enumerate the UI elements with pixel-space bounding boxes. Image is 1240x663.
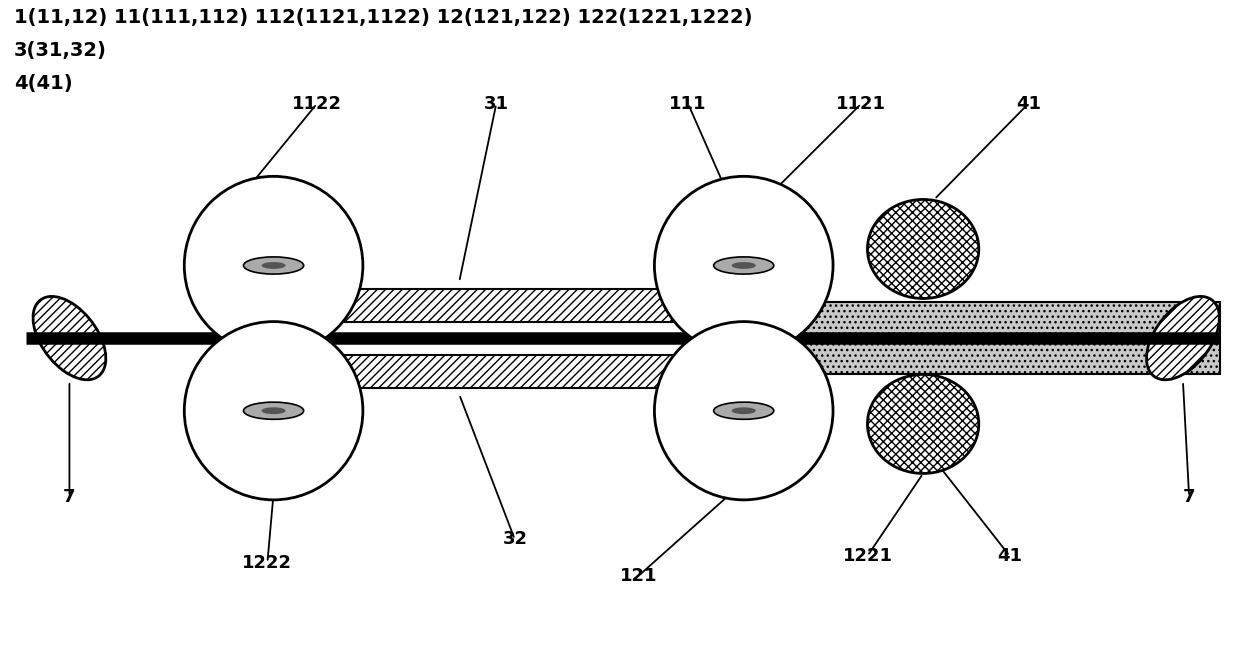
Bar xyxy=(274,355,744,388)
Text: 32: 32 xyxy=(502,530,527,548)
Text: 7: 7 xyxy=(1183,487,1195,506)
Text: 4(41): 4(41) xyxy=(14,74,72,93)
Ellipse shape xyxy=(732,407,755,414)
Text: 1221: 1221 xyxy=(842,547,893,565)
Text: 41: 41 xyxy=(997,547,1022,565)
Text: 31: 31 xyxy=(484,95,508,113)
Text: 41: 41 xyxy=(1016,95,1040,113)
Ellipse shape xyxy=(243,257,304,274)
Ellipse shape xyxy=(1147,296,1219,380)
Text: 3(31,32): 3(31,32) xyxy=(14,41,107,60)
Ellipse shape xyxy=(868,375,978,473)
Ellipse shape xyxy=(262,407,285,414)
Ellipse shape xyxy=(185,322,363,500)
Text: 121: 121 xyxy=(620,567,657,585)
Ellipse shape xyxy=(868,200,978,298)
Ellipse shape xyxy=(262,262,285,269)
Ellipse shape xyxy=(732,262,755,269)
Text: 7: 7 xyxy=(63,487,76,506)
Text: 1(11,12) 11(111,112) 112(1121,1122) 12(121,122) 122(1221,1222): 1(11,12) 11(111,112) 112(1121,1122) 12(1… xyxy=(14,8,753,27)
Text: 1222: 1222 xyxy=(242,554,293,572)
Ellipse shape xyxy=(655,322,833,500)
Bar xyxy=(274,288,744,322)
Text: 111: 111 xyxy=(670,95,707,113)
Ellipse shape xyxy=(33,296,105,380)
Ellipse shape xyxy=(714,257,774,274)
Text: 1121: 1121 xyxy=(836,95,887,113)
Ellipse shape xyxy=(714,402,774,419)
Bar xyxy=(744,302,1220,375)
Ellipse shape xyxy=(655,176,833,355)
Ellipse shape xyxy=(243,402,304,419)
Ellipse shape xyxy=(185,176,363,355)
Text: 1122: 1122 xyxy=(291,95,342,113)
